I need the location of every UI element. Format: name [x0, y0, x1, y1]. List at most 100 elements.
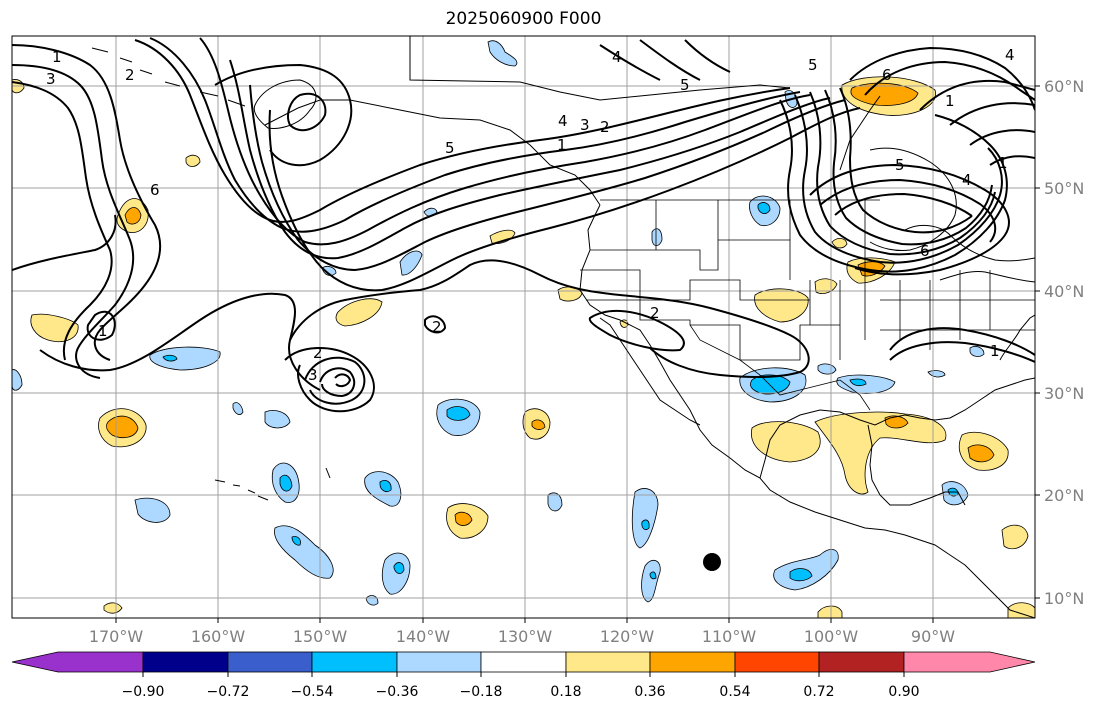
shaded-region — [649, 571, 657, 580]
latitude-labels: 60°N 50°N 40°N 30°N 20°N 10°N — [1044, 77, 1084, 608]
shaded-region — [103, 602, 123, 614]
colorbar-label: −0.18 — [460, 684, 503, 700]
contour-label: 5 — [895, 156, 905, 174]
colorbar-label: 0.90 — [888, 684, 919, 700]
shaded-region — [789, 568, 813, 582]
lon-label: 150°W — [293, 627, 348, 646]
shaded-region — [651, 228, 663, 247]
longitude-labels: 170°W 160°W 150°W 140°W 130°W 120°W 110°… — [89, 627, 955, 646]
colorbar-label: −0.90 — [122, 684, 165, 700]
contour-label: 1 — [945, 92, 955, 110]
lat-label: 40°N — [1044, 282, 1084, 301]
islands — [91, 47, 331, 501]
contour-label: 6 — [920, 242, 930, 260]
shaded-region — [757, 202, 771, 214]
contour-label: 1 — [998, 154, 1008, 172]
shaded-region — [641, 519, 650, 530]
colorbar-label: 0.54 — [719, 684, 750, 700]
colorbar-segment — [565, 651, 651, 673]
shaded-region — [1001, 524, 1029, 550]
contour-label: 1 — [990, 342, 1000, 360]
political-borders — [580, 199, 1035, 411]
shaded-region — [124, 207, 142, 225]
map-title: 2025060900 F000 — [445, 9, 602, 29]
contour-label: 2 — [125, 66, 135, 84]
colorbar-segment — [396, 651, 482, 673]
colorbar-label: −0.36 — [376, 684, 419, 700]
shaded-region — [884, 415, 909, 429]
shaded-region — [814, 411, 947, 495]
axis-ticks — [115, 85, 1040, 623]
contour-label: 4 — [1005, 46, 1015, 64]
lon-label: 110°W — [702, 627, 757, 646]
shaded-region — [446, 406, 471, 421]
lat-label: 20°N — [1044, 486, 1084, 505]
shaded-region — [631, 488, 659, 549]
shaded-region — [547, 492, 563, 512]
colorbar-segment — [311, 651, 398, 673]
shaded-region — [12, 369, 23, 391]
shaded-region — [379, 480, 392, 492]
shaded-region — [1007, 602, 1035, 618]
shaded-region — [967, 444, 995, 463]
contour-label: 4 — [612, 48, 622, 66]
contour-label: 1 — [557, 136, 567, 154]
colorbar-segment — [480, 651, 567, 673]
shaded-region — [750, 374, 791, 395]
shaded-anomaly-layer — [12, 40, 1035, 618]
shaded-region — [185, 154, 201, 167]
colorbar-segment — [649, 651, 736, 673]
shaded-region — [232, 402, 244, 415]
colorbar-label: −0.54 — [291, 684, 334, 700]
shaded-region — [487, 40, 518, 67]
contour-label: 2 — [600, 118, 610, 136]
colorbar-segment — [818, 651, 905, 673]
contour-label: 3 — [308, 366, 318, 384]
shaded-region — [134, 497, 171, 523]
colorbar-label: 0.72 — [803, 684, 834, 700]
shaded-region — [162, 354, 178, 362]
map-plot-area — [12, 36, 1035, 618]
shaded-region — [264, 410, 291, 429]
lat-label: 60°N — [1044, 77, 1084, 96]
colorbar — [11, 651, 1036, 673]
colorbar-segment — [142, 651, 229, 673]
contour-label: 6 — [150, 181, 160, 199]
lon-label: 160°W — [191, 627, 246, 646]
shaded-region — [751, 421, 821, 463]
shaded-region — [321, 265, 337, 276]
shaded-region — [335, 298, 383, 327]
colorbar-label: 0.36 — [634, 684, 665, 700]
contour-label: 2 — [313, 344, 323, 362]
colorbar-segment — [734, 651, 820, 673]
shaded-region — [149, 346, 221, 371]
contour-label: 2 — [650, 304, 660, 322]
contour-lines — [12, 37, 1035, 413]
colorbar-label: −0.72 — [207, 684, 250, 700]
contour-label: 4 — [558, 112, 568, 130]
shaded-region — [393, 562, 405, 574]
colorbar-label: 0.18 — [550, 684, 581, 700]
contour-label: 5 — [808, 56, 818, 74]
shaded-region — [291, 536, 301, 546]
colorbar-segment — [227, 651, 313, 673]
shaded-region — [279, 474, 293, 492]
shaded-region — [399, 250, 423, 276]
shaded-region — [817, 605, 843, 618]
lat-label: 10°N — [1044, 589, 1084, 608]
colorbar-labels: −0.90 −0.72 −0.54 −0.36 −0.18 0.18 0.36 … — [122, 684, 920, 700]
lon-label: 90°W — [911, 627, 955, 646]
lon-label: 100°W — [804, 627, 859, 646]
shaded-region — [619, 319, 629, 328]
shaded-region — [454, 511, 473, 526]
contour-label: 1 — [52, 48, 62, 66]
contour-label-group: 1 3 2 6 5 4 3 2 1 2 3 2 1 2 5 4 6 6 5 4 … — [46, 46, 1015, 384]
graticule — [12, 36, 1035, 618]
contour-label: 3 — [46, 70, 56, 88]
shaded-region — [969, 346, 985, 357]
contour-label: 1 — [98, 322, 108, 340]
shaded-region — [850, 82, 919, 106]
colorbar-segment — [11, 651, 144, 673]
lat-label: 50°N — [1044, 179, 1084, 198]
